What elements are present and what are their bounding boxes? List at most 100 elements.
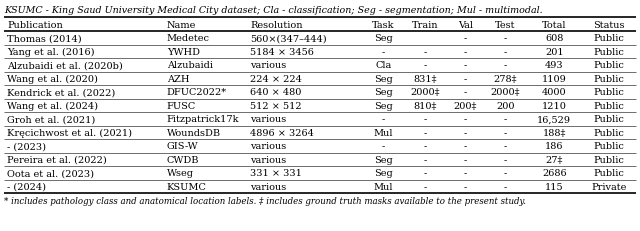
Text: Groh et al. (2021): Groh et al. (2021) (7, 115, 95, 124)
Text: Cla: Cla (376, 61, 392, 70)
Text: Resolution: Resolution (250, 20, 303, 29)
Text: Mul: Mul (374, 128, 394, 137)
Text: Medetec: Medetec (167, 34, 210, 43)
Text: Alzubaidi: Alzubaidi (167, 61, 213, 70)
Text: -: - (504, 169, 507, 177)
Text: Wang et al. (2024): Wang et al. (2024) (7, 101, 98, 110)
Text: - (2024): - (2024) (7, 182, 46, 191)
Text: -: - (424, 155, 427, 164)
Text: Kendrick et al. (2022): Kendrick et al. (2022) (7, 88, 115, 97)
Text: various: various (250, 142, 287, 151)
Text: Public: Public (593, 155, 624, 164)
Text: -: - (463, 34, 467, 43)
Text: 224 × 224: 224 × 224 (250, 74, 302, 83)
Text: Publication: Publication (7, 20, 63, 29)
Text: 278‡: 278‡ (493, 74, 517, 83)
Text: Yang et al. (2016): Yang et al. (2016) (7, 48, 95, 57)
Text: 512 × 512: 512 × 512 (250, 101, 302, 110)
Text: Public: Public (593, 101, 624, 110)
Text: 201: 201 (545, 48, 564, 57)
Text: KSUMC - King Saud University Medical City dataset; Cla - classification; Seg - s: KSUMC - King Saud University Medical Cit… (4, 6, 543, 15)
Text: Private: Private (591, 182, 627, 191)
Text: 2000‡: 2000‡ (490, 88, 520, 97)
Text: -: - (424, 128, 427, 137)
Text: CWDB: CWDB (167, 155, 199, 164)
Text: Name: Name (167, 20, 196, 29)
Text: -: - (382, 48, 385, 57)
Text: Fitzpatrick17k: Fitzpatrick17k (167, 115, 239, 124)
Text: * includes pathology class and anatomical location labels. ‡ includes ground tru: * includes pathology class and anatomica… (4, 196, 526, 205)
Text: Mul: Mul (374, 182, 394, 191)
Text: Public: Public (593, 61, 624, 70)
Text: 608: 608 (545, 34, 563, 43)
Text: Public: Public (593, 115, 624, 124)
Text: Val: Val (458, 20, 473, 29)
Text: Train: Train (412, 20, 438, 29)
Text: Seg: Seg (374, 34, 393, 43)
Text: Oota et al. (2023): Oota et al. (2023) (7, 169, 94, 177)
Text: KSUMC: KSUMC (167, 182, 207, 191)
Text: Kręcichwost et al. (2021): Kręcichwost et al. (2021) (7, 128, 132, 137)
Text: - (2023): - (2023) (7, 142, 46, 151)
Text: Wseg: Wseg (167, 169, 194, 177)
Text: 831‡: 831‡ (413, 74, 437, 83)
Text: -: - (424, 169, 427, 177)
Text: 200: 200 (496, 101, 515, 110)
Text: 16,529: 16,529 (537, 115, 572, 124)
Text: Status: Status (593, 20, 625, 29)
Text: Test: Test (495, 20, 515, 29)
Text: Seg: Seg (374, 88, 393, 97)
Text: -: - (382, 142, 385, 151)
Text: -: - (463, 74, 467, 83)
Text: -: - (504, 128, 507, 137)
Text: -: - (424, 182, 427, 191)
Text: 4000: 4000 (542, 88, 566, 97)
Text: Seg: Seg (374, 169, 393, 177)
Text: 1210: 1210 (542, 101, 566, 110)
Text: -: - (463, 48, 467, 57)
Text: Pereira et al. (2022): Pereira et al. (2022) (7, 155, 107, 164)
Text: Total: Total (542, 20, 566, 29)
Text: AZH: AZH (167, 74, 189, 83)
Text: -: - (463, 142, 467, 151)
Text: -: - (504, 48, 507, 57)
Text: Public: Public (593, 74, 624, 83)
Text: -: - (463, 61, 467, 70)
Text: Seg: Seg (374, 101, 393, 110)
Text: -: - (424, 48, 427, 57)
Text: various: various (250, 115, 287, 124)
Text: 331 × 331: 331 × 331 (250, 169, 302, 177)
Text: 560×(347–444): 560×(347–444) (250, 34, 327, 43)
Text: 27‡: 27‡ (545, 155, 563, 164)
Text: -: - (463, 182, 467, 191)
Text: 200‡: 200‡ (454, 101, 477, 110)
Text: WoundsDB: WoundsDB (167, 128, 221, 137)
Text: Alzubaidi et al. (2020b): Alzubaidi et al. (2020b) (7, 61, 123, 70)
Text: -: - (463, 128, 467, 137)
Text: 188‡: 188‡ (543, 128, 566, 137)
Text: -: - (382, 115, 385, 124)
Text: 1109: 1109 (542, 74, 566, 83)
Text: YWHD: YWHD (167, 48, 200, 57)
Text: -: - (504, 182, 507, 191)
Text: -: - (424, 142, 427, 151)
Text: DFUC2022*: DFUC2022* (167, 88, 227, 97)
Text: Task: Task (372, 20, 395, 29)
Text: Public: Public (593, 34, 624, 43)
Text: -: - (424, 115, 427, 124)
Text: Thomas (2014): Thomas (2014) (7, 34, 82, 43)
Text: 810‡: 810‡ (413, 101, 437, 110)
Text: -: - (463, 88, 467, 97)
Text: Wang et al. (2020): Wang et al. (2020) (7, 74, 98, 83)
Text: Public: Public (593, 88, 624, 97)
Text: 640 × 480: 640 × 480 (250, 88, 301, 97)
Text: Seg: Seg (374, 74, 393, 83)
Text: Seg: Seg (374, 155, 393, 164)
Text: -: - (463, 155, 467, 164)
Text: GIS-W: GIS-W (167, 142, 198, 151)
Text: Public: Public (593, 169, 624, 177)
Text: various: various (250, 61, 287, 70)
Text: Public: Public (593, 48, 624, 57)
Text: 2686: 2686 (542, 169, 566, 177)
Text: -: - (504, 115, 507, 124)
